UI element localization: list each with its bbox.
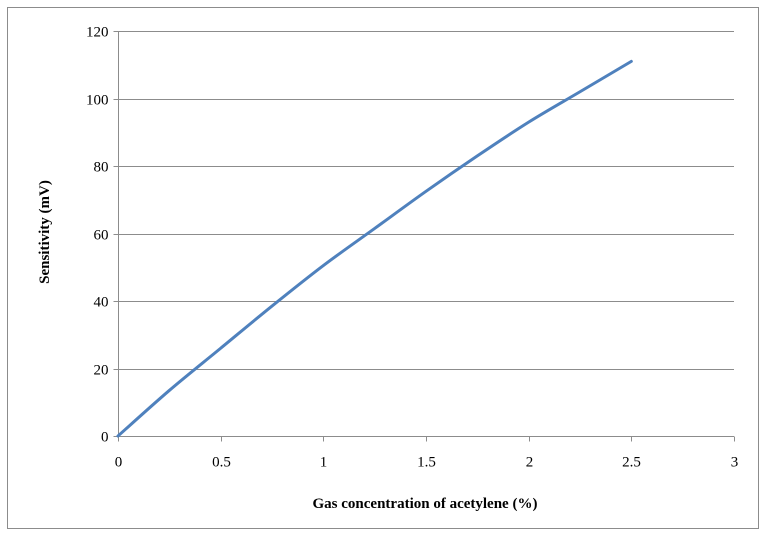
y-tick-label: 0 [101,430,109,446]
y-tick-label: 100 [86,93,109,109]
series-layer [116,59,633,438]
x-tick-label: 3 [731,455,739,471]
x-axis-title: Gas concentration of acetylene (%) [313,496,538,512]
y-tick-label: 120 [86,25,109,41]
axes [113,31,735,442]
x-tick-label: 1 [320,455,328,471]
x-tick-label: 0 [115,455,123,471]
x-tick-label: 2.5 [622,455,641,471]
y-tick-label: 40 [94,295,109,311]
tick-labels: 0 20 40 60 80 100 120 0 0.5 1 1.5 2 2.5 3 [86,25,738,471]
y-tick-label: 60 [94,228,109,244]
chart-svg: 0 20 40 60 80 100 120 0 0.5 1 1.5 2 2.5 3 Gas concent… [37,25,738,513]
x-tick-label: 2 [526,455,534,471]
y-axis-title: Sensitivity (mV) [37,180,53,284]
gridlines [118,31,734,370]
x-tick-label: 0.5 [212,455,231,471]
y-tick-label: 20 [94,363,109,379]
chart-frame: 0 20 40 60 80 100 120 0 0.5 1 1.5 2 2.5 3 Gas concent… [7,7,759,529]
series-line [116,59,633,438]
y-tick-label: 80 [94,160,109,176]
x-tick-label: 1.5 [417,455,436,471]
